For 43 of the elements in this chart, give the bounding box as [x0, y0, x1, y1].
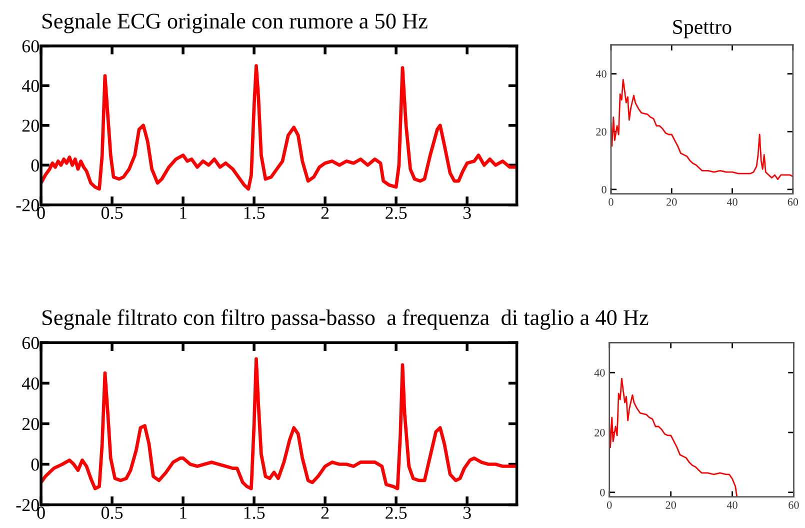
- y-tick-label: 0: [31, 458, 39, 471]
- y-tick-label: 40: [594, 369, 605, 377]
- y-tick-label: 40: [22, 80, 39, 92]
- x-tick-label: 2.5: [386, 506, 407, 519]
- x-tick-label: 2: [321, 506, 329, 519]
- line-series: [41, 64, 517, 191]
- y-tick-label: 20: [596, 128, 606, 136]
- line-series: [610, 78, 793, 180]
- x-tick-label: 60: [788, 501, 799, 509]
- y-tick-label: 40: [596, 70, 606, 78]
- chart-title: Segnale ECG originale con rumore a 50 Hz: [42, 13, 428, 34]
- x-tick-label: 1: [180, 506, 186, 519]
- x-tick-label: 0: [608, 198, 614, 206]
- x-tick-label: 1.5: [244, 206, 265, 220]
- chart-title: Spettro: [673, 20, 732, 38]
- x-tick-label: 40: [726, 501, 738, 509]
- y-tick-label: 0: [31, 159, 39, 172]
- line-series: [41, 357, 517, 490]
- x-tick-label: 60: [788, 198, 798, 206]
- x-tick-label: 0.5: [101, 506, 123, 519]
- y-tick-label: -20: [16, 499, 39, 512]
- x-tick-label: 20: [666, 501, 676, 509]
- line-series: [609, 378, 738, 497]
- y-tick-label: 0: [600, 488, 605, 496]
- x-tick-label: 1: [180, 206, 186, 219]
- y-tick-label: 0: [602, 186, 606, 194]
- x-tick-label: 2: [321, 206, 329, 219]
- y-tick-label: 40: [22, 377, 39, 390]
- x-tick-label: 0.5: [101, 206, 123, 220]
- x-tick-label: 0: [607, 501, 612, 509]
- x-tick-label: 3: [463, 206, 471, 219]
- x-tick-label: 40: [726, 198, 738, 206]
- y-tick-label: 20: [22, 418, 39, 430]
- y-tick-label: 60: [22, 40, 39, 52]
- x-tick-label: 2.5: [386, 206, 407, 220]
- y-tick-label: 20: [594, 428, 605, 436]
- x-tick-label: 20: [666, 198, 677, 206]
- x-tick-label: 3: [463, 506, 471, 519]
- y-tick-label: 60: [22, 336, 39, 350]
- y-tick-label: 20: [22, 120, 39, 132]
- x-tick-label: 1.5: [244, 506, 265, 519]
- chart-title: Segnale filtrato con filtro passa-basso a frequenza di taglio a 40 Hz: [42, 309, 648, 330]
- y-tick-label: -20: [16, 199, 39, 212]
